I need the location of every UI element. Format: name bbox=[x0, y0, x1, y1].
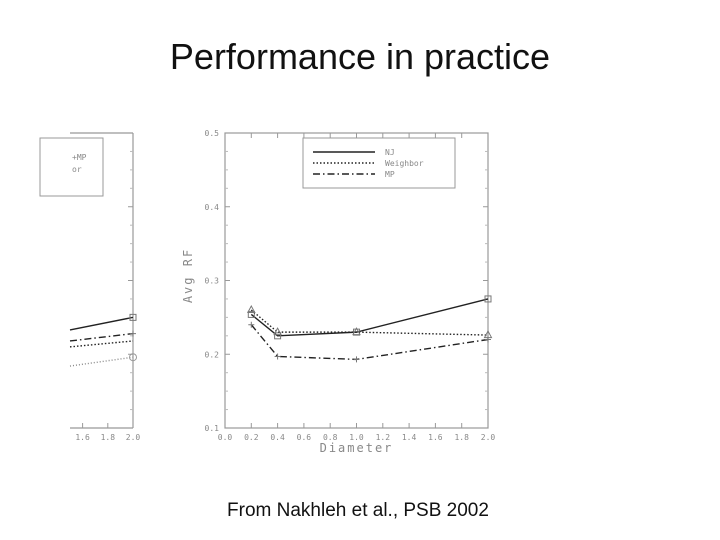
left-chart-partial: 1.6 1.8 2.0 +MP or bbox=[39, 132, 141, 442]
left-x-tick-label: 2.0 bbox=[126, 433, 141, 442]
left-series-line-dashdot bbox=[69, 332, 134, 342]
y-tick-label: 0.4 bbox=[205, 203, 220, 212]
series-line-weighbor bbox=[250, 309, 489, 336]
left-series-line-dotted bbox=[69, 340, 134, 348]
x-tick-label: 0.8 bbox=[323, 433, 338, 442]
x-tick-label: 0.2 bbox=[244, 433, 259, 442]
data-point-weighbor bbox=[352, 327, 361, 336]
data-point-mp bbox=[248, 321, 255, 328]
data-point-weighbor bbox=[246, 304, 256, 313]
slide-title: Performance in practice bbox=[169, 36, 551, 77]
caption: From Nakhleh et al., PSB 2002 bbox=[227, 500, 489, 521]
data-point-mp bbox=[485, 336, 491, 343]
data-point-nj bbox=[274, 332, 282, 340]
y-tick-label: 0.2 bbox=[205, 350, 220, 359]
data-point-nj bbox=[484, 295, 492, 303]
left-series-line-solid bbox=[69, 316, 134, 331]
left-data-point bbox=[129, 313, 137, 321]
main-chart: 0.0 0.2 0.4 0.6 0.8 1.0 1.2 1.4 1.6 1.8 2.0 0.1 0.2 0… bbox=[181, 129, 495, 455]
legend-label-mp: MP bbox=[385, 170, 395, 179]
left-x-tick-label: 1.6 bbox=[75, 433, 90, 442]
x-axis-label: Diameter bbox=[320, 441, 394, 455]
data-point-weighbor bbox=[273, 327, 282, 336]
left-legend-box bbox=[39, 137, 104, 197]
x-tick-label: 0.4 bbox=[270, 433, 285, 442]
legend-box bbox=[302, 137, 456, 189]
x-tick-label: 0.0 bbox=[218, 433, 233, 442]
legend-label-weighbor: Weighbor bbox=[385, 159, 424, 168]
data-point-mp bbox=[274, 353, 281, 360]
left-legend-fragment: or bbox=[72, 165, 82, 174]
left-data-point bbox=[129, 353, 137, 362]
x-tick-label: 0.6 bbox=[297, 433, 312, 442]
x-tick-label: 1.0 bbox=[349, 433, 364, 442]
x-tick-label: 1.8 bbox=[454, 433, 469, 442]
y-axis-label: Avg RF bbox=[181, 248, 195, 303]
x-tick-label: 1.4 bbox=[402, 433, 417, 442]
series-line-nj bbox=[250, 298, 489, 337]
data-point-nj bbox=[247, 310, 255, 318]
x-tick-label: 1.6 bbox=[428, 433, 443, 442]
legend-label-nj: NJ bbox=[385, 148, 395, 157]
series-line-mp bbox=[250, 324, 489, 361]
left-legend-fragment: +MP bbox=[72, 153, 87, 162]
left-x-tick-label: 1.8 bbox=[101, 433, 116, 442]
data-point-mp bbox=[353, 356, 360, 363]
x-tick-label: 2.0 bbox=[481, 433, 496, 442]
x-tick-label: 1.2 bbox=[376, 433, 391, 442]
y-tick-label: 0.1 bbox=[205, 424, 220, 433]
y-tick-label: 0.5 bbox=[205, 129, 220, 138]
left-data-point bbox=[130, 330, 136, 337]
y-tick-label: 0.3 bbox=[205, 277, 220, 286]
left-series-line-dotted-gray bbox=[69, 356, 134, 367]
